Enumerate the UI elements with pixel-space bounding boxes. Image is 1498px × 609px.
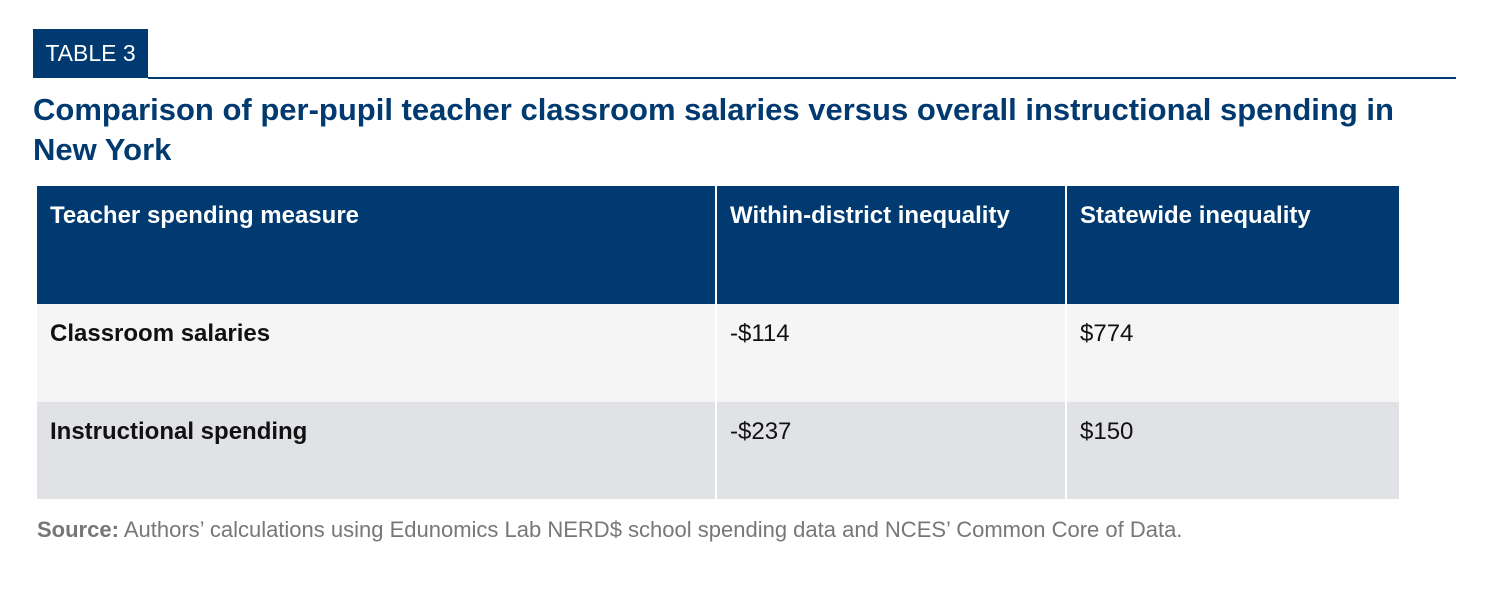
row-label: Classroom salaries	[37, 304, 716, 402]
row-label: Instructional spending	[37, 402, 716, 499]
column-header: Teacher spending measure	[37, 186, 716, 304]
cell: -$237	[715, 402, 1066, 499]
table-head: Teacher spending measure Within-district…	[37, 186, 1399, 304]
source-label: Source:	[37, 517, 119, 542]
cell: $150	[1065, 402, 1399, 499]
cell: $774	[1065, 304, 1399, 402]
header-rule	[148, 77, 1456, 79]
table-row: Instructional spending -$237 $150	[37, 402, 1399, 499]
source-note: Source: Authors’ calculations using Edun…	[37, 517, 1182, 543]
source-text: Authors’ calculations using Edunomics La…	[123, 517, 1183, 542]
header-row: Teacher spending measure Within-district…	[37, 186, 1399, 304]
table-label: TABLE 3	[33, 29, 148, 78]
cell: -$114	[715, 304, 1066, 402]
table-row: Classroom salaries -$114 $774	[37, 304, 1399, 402]
table: Teacher spending measure Within-district…	[37, 186, 1399, 499]
title: Comparison of per-pupil teacher classroo…	[33, 92, 1394, 167]
column-header: Within-district inequality	[715, 186, 1066, 304]
column-header: Statewide inequality	[1065, 186, 1399, 304]
table-body: Classroom salaries -$114 $774 Instructio…	[37, 304, 1399, 499]
